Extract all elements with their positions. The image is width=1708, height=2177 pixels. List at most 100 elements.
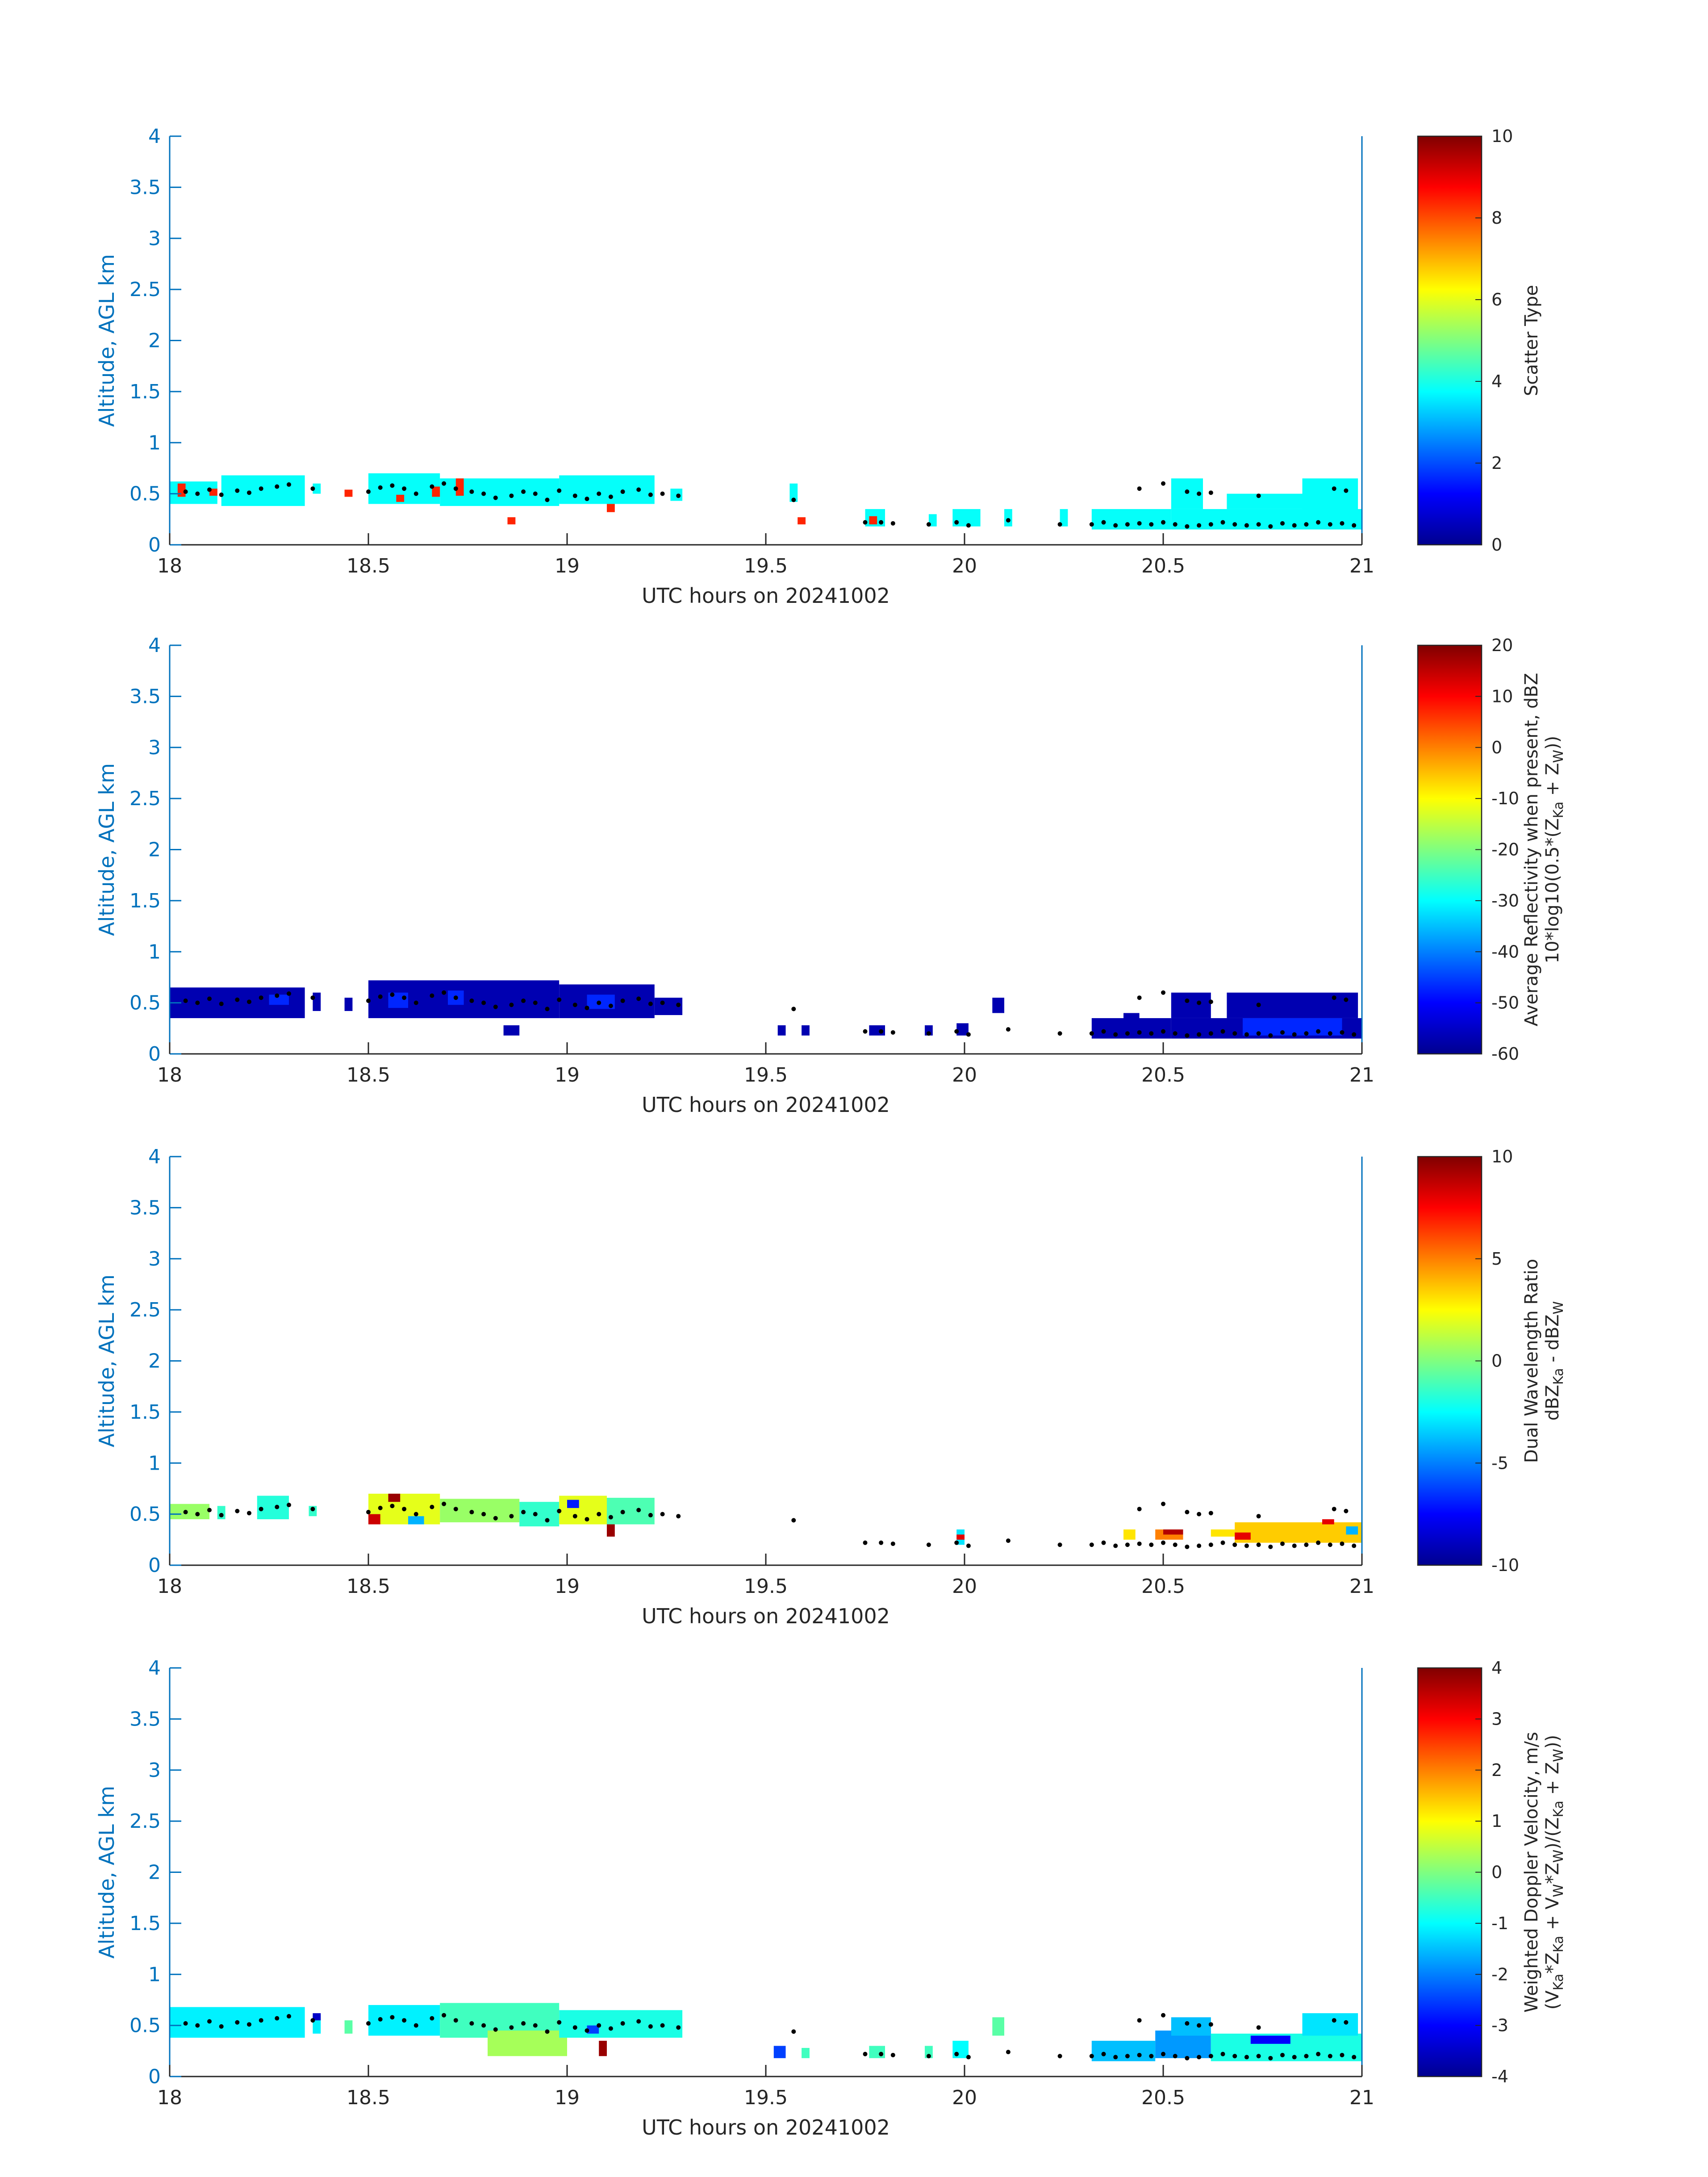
- marker-point: [453, 486, 458, 491]
- marker-point: [1280, 521, 1285, 526]
- colorbar-tick-label: 0: [1491, 1351, 1502, 1371]
- marker-point: [1185, 2021, 1190, 2026]
- marker-point: [557, 2020, 562, 2025]
- y-tick-label: 3.5: [129, 176, 161, 199]
- heatmap-cell: [1235, 1522, 1362, 1543]
- marker-point: [1197, 1032, 1202, 1037]
- marker-point: [453, 995, 458, 1000]
- x-tick-label: 19: [555, 555, 580, 577]
- marker-point: [1292, 1543, 1297, 1548]
- marker-point: [791, 2029, 796, 2034]
- marker-point: [1352, 523, 1357, 528]
- marker-point: [1304, 1031, 1309, 1036]
- y-axis-label: Altitude, AGL km: [95, 254, 119, 427]
- marker-point: [572, 1514, 577, 1519]
- marker-point: [247, 999, 251, 1004]
- marker-point: [402, 2018, 407, 2023]
- heatmap-cell: [992, 2017, 1004, 2036]
- marker-point: [1244, 1543, 1249, 1548]
- colorbar-tick-label: 8: [1491, 208, 1502, 228]
- marker-point: [1101, 2052, 1106, 2056]
- marker-point: [1280, 1030, 1285, 1035]
- y-axis-label: Altitude, AGL km: [95, 763, 119, 936]
- marker-point: [195, 491, 200, 496]
- marker-point: [521, 1510, 526, 1515]
- x-axis-label: UTC hours on 20241002: [642, 584, 890, 608]
- marker-point: [195, 1000, 200, 1005]
- marker-point: [863, 1540, 868, 1545]
- marker-point: [1161, 1501, 1165, 1506]
- marker-point: [287, 482, 291, 487]
- marker-point: [310, 995, 315, 1000]
- heatmap-cell: [1091, 2040, 1156, 2061]
- marker-point: [378, 485, 383, 490]
- marker-point: [1208, 522, 1213, 527]
- marker-point: [879, 2052, 884, 2056]
- marker-point: [1137, 1507, 1142, 1512]
- marker-point: [1208, 2022, 1213, 2027]
- colorbar-tick-label: 4: [1491, 372, 1502, 391]
- heatmap-cell: [869, 2046, 885, 2058]
- marker-point: [366, 489, 371, 494]
- marker-point: [1173, 522, 1178, 527]
- heatmap-cell: [869, 516, 877, 525]
- marker-point: [235, 2020, 240, 2025]
- marker-point: [509, 2025, 514, 2030]
- marker-point: [954, 1029, 959, 1034]
- marker-point: [1185, 2056, 1190, 2060]
- heatmap-cell: [368, 1514, 380, 1525]
- marker-point: [275, 2016, 280, 2021]
- marker-point: [219, 1001, 224, 1006]
- marker-point: [481, 491, 486, 496]
- marker-point: [1173, 2054, 1178, 2059]
- x-tick-label: 20.5: [1141, 1064, 1185, 1086]
- colorbar-tick-label: 2: [1491, 1760, 1502, 1780]
- marker-point: [402, 995, 407, 1000]
- marker-point: [1256, 1542, 1261, 1547]
- x-tick-label: 20: [952, 2086, 977, 2109]
- marker-point: [1137, 2018, 1142, 2023]
- colorbar-tick-label: -5: [1491, 1453, 1508, 1473]
- marker-point: [235, 488, 240, 493]
- colorbar-formula: 10*log10(0.5*(ZKa + ZW)): [1542, 736, 1566, 964]
- colorbar-label: Scatter Type: [1521, 285, 1542, 396]
- marker-point: [597, 1512, 601, 1517]
- colorbar-formula: dBZKa - dBZW: [1542, 1301, 1566, 1421]
- colorbar-tick-label: -2: [1491, 1964, 1508, 1984]
- marker-point: [1292, 1032, 1297, 1037]
- marker-point: [1340, 1030, 1345, 1035]
- colorbar-tick-label: -1: [1491, 1914, 1508, 1933]
- marker-point: [442, 2013, 447, 2018]
- marker-point: [1113, 1543, 1118, 1548]
- marker-point: [1161, 520, 1165, 525]
- y-tick-label: 3: [148, 1759, 161, 1782]
- y-axis-label: Altitude, AGL km: [95, 1274, 119, 1447]
- heatmap-cell: [440, 1499, 520, 1522]
- colorbar-tick-label: -50: [1491, 993, 1519, 1013]
- colorbar-tick-label: 5: [1491, 1249, 1502, 1269]
- y-tick-label: 0: [148, 1554, 161, 1577]
- marker-point: [676, 1003, 681, 1007]
- y-tick-label: 0: [148, 2065, 161, 2088]
- heatmap-cell: [956, 1534, 965, 1540]
- marker-point: [1137, 486, 1142, 491]
- marker-point: [1280, 2052, 1285, 2057]
- marker-point: [572, 2025, 577, 2030]
- marker-point: [636, 1508, 641, 1513]
- colorbar-tick-label: 0: [1491, 1863, 1502, 1882]
- marker-point: [259, 486, 263, 491]
- heatmap-cell: [1250, 2035, 1290, 2044]
- heatmap-cell: [1211, 1529, 1235, 1537]
- heatmap-cell: [798, 517, 806, 525]
- heatmap-cell: [1171, 2017, 1211, 2036]
- marker-point: [521, 999, 526, 1003]
- marker-point: [1161, 1540, 1165, 1545]
- y-tick-label: 3.5: [129, 1196, 161, 1219]
- marker-point: [413, 1512, 418, 1517]
- marker-point: [219, 2024, 224, 2029]
- x-tick-label: 18.5: [347, 555, 390, 577]
- y-tick-label: 3: [148, 736, 161, 759]
- heatmap-cell: [567, 1500, 579, 1508]
- heatmap-cells: [170, 1493, 1362, 1545]
- marker-point: [572, 493, 577, 498]
